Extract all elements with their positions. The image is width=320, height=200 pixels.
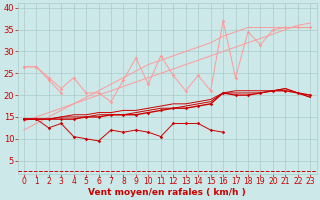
X-axis label: Vent moyen/en rafales ( km/h ): Vent moyen/en rafales ( km/h )	[88, 188, 246, 197]
